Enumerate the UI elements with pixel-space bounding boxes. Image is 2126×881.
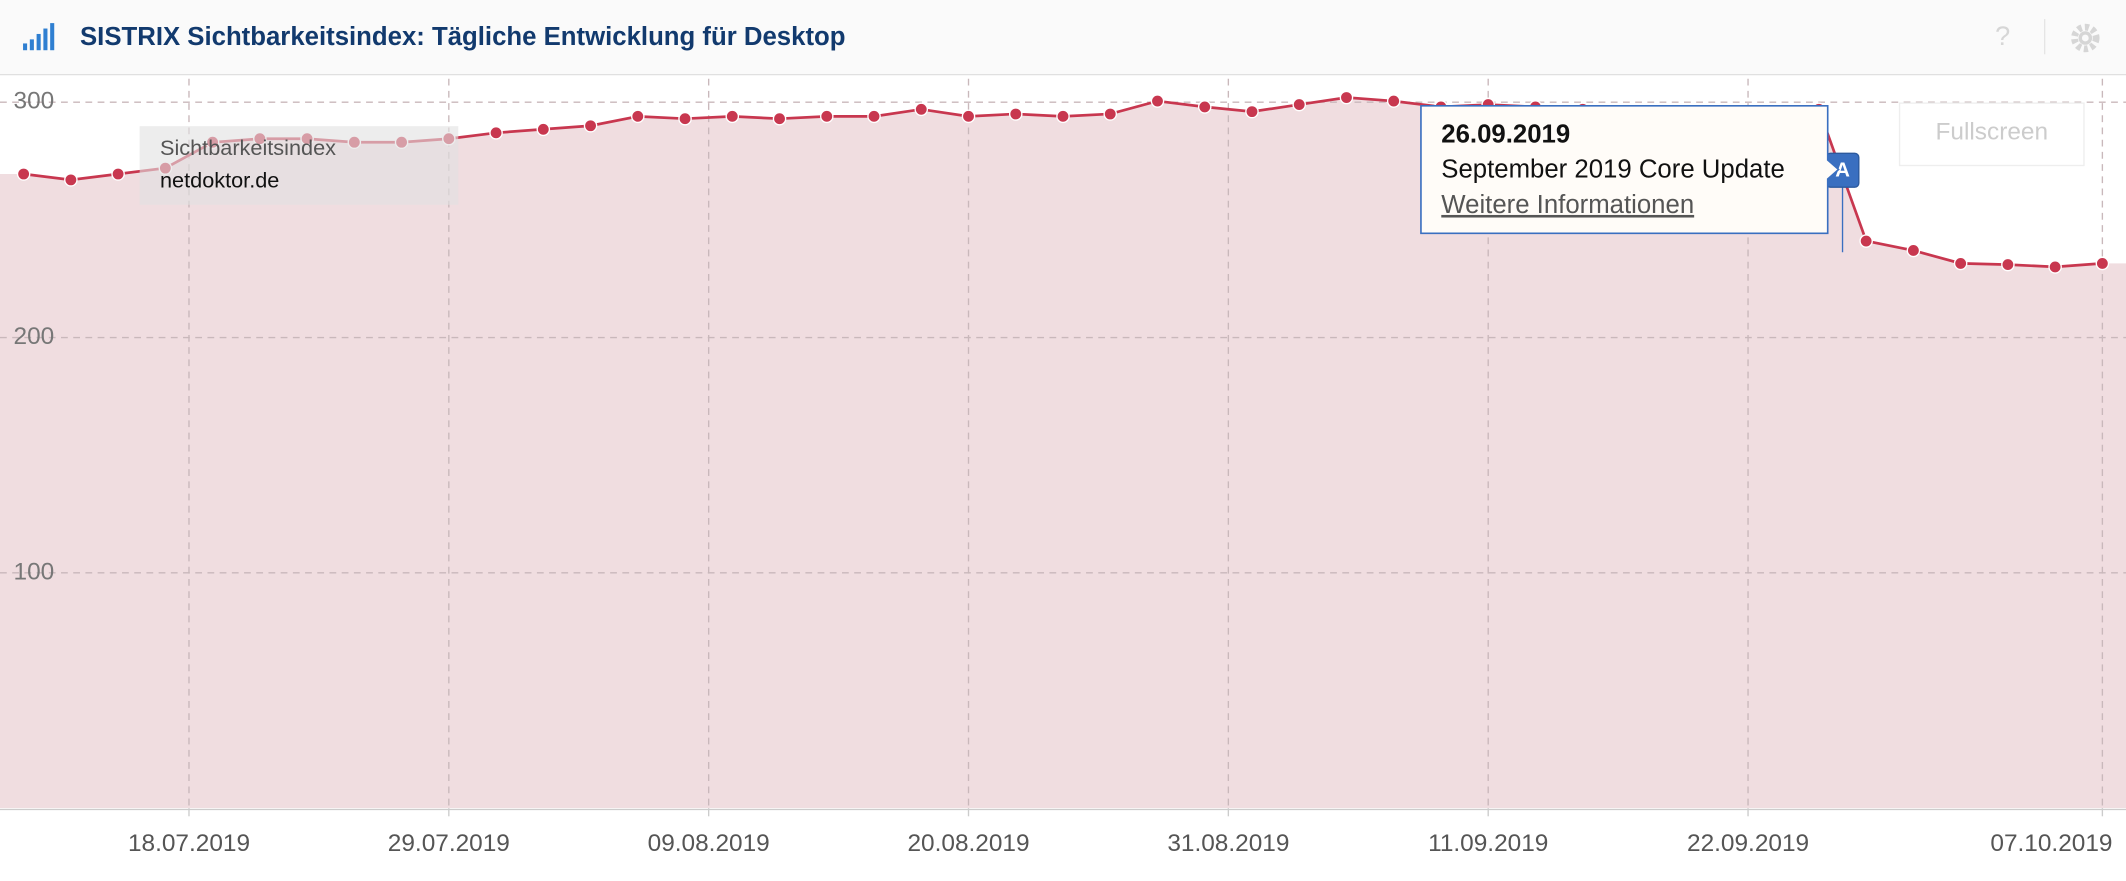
point[interactable] [64,173,78,187]
y-tick-label: 100 [14,558,55,585]
fullscreen-label[interactable]: Fullscreen [1936,118,2049,145]
point[interactable] [1008,107,1023,121]
legend [139,126,459,205]
point[interactable] [16,167,31,181]
x-tick-label: 11.09.2019 [1428,830,1548,857]
point[interactable] [725,109,740,124]
tooltip-box [1420,104,1840,235]
point[interactable] [583,118,598,133]
point[interactable] [1103,107,1118,121]
point[interactable] [111,167,125,181]
event-flag-label[interactable]: A [1835,159,1850,181]
fullscreen-button[interactable] [1898,102,2085,167]
logo-icon [23,23,55,51]
tooltip-title: September 2019 Core Update [1441,156,1785,184]
point[interactable] [914,102,929,117]
header [0,0,2126,75]
point[interactable] [631,109,645,124]
tooltip-link[interactable]: Weitere Informationen [1441,191,1694,219]
point[interactable] [1906,243,1921,258]
point[interactable] [1953,256,1968,271]
legend-entry: netdoktor.de [160,167,279,192]
point[interactable] [1197,100,1212,114]
tooltip-date: 26.09.2019 [1441,120,1570,148]
chart-title: SISTRIX Sichtbarkeitsindex: Tägliche Ent… [80,23,846,51]
settings-button[interactable] [2071,23,2100,53]
point[interactable] [772,111,787,126]
area [0,97,2126,809]
help-button[interactable]: ? [1995,20,2010,51]
point[interactable] [1292,97,1307,112]
point[interactable] [867,109,881,124]
point[interactable] [2095,256,2110,271]
point[interactable] [961,109,976,124]
point[interactable] [819,109,834,124]
point[interactable] [1386,94,1401,108]
x-tick-label: 09.08.2019 [648,830,770,857]
x-tick-label: 29.07.2019 [388,830,510,857]
x-tick-label: 18.07.2019 [128,830,250,857]
y-tick-label: 300 [14,88,55,115]
point[interactable] [2048,260,2062,274]
point[interactable] [2001,257,2015,272]
x-tick-label: 31.08.2019 [1167,830,1289,857]
point[interactable] [1056,109,1070,124]
x-tick-label: 22.09.2019 [1687,830,1809,857]
x-tick-label: 20.08.2019 [907,830,1029,857]
legend-title: Sichtbarkeitsindex [160,135,336,160]
point[interactable] [1339,90,1354,105]
point[interactable] [678,111,692,126]
y-tick-label: 200 [14,323,55,350]
point[interactable] [1150,94,1165,108]
point[interactable] [1245,104,1259,119]
point[interactable] [489,126,503,140]
point[interactable] [536,122,551,137]
point[interactable] [1859,234,1873,248]
x-tick-label: 07.10.2019 [1990,830,2112,857]
event-annotation: A 26.09.2019 September 2019 Core Update Wei… [1420,104,1860,253]
